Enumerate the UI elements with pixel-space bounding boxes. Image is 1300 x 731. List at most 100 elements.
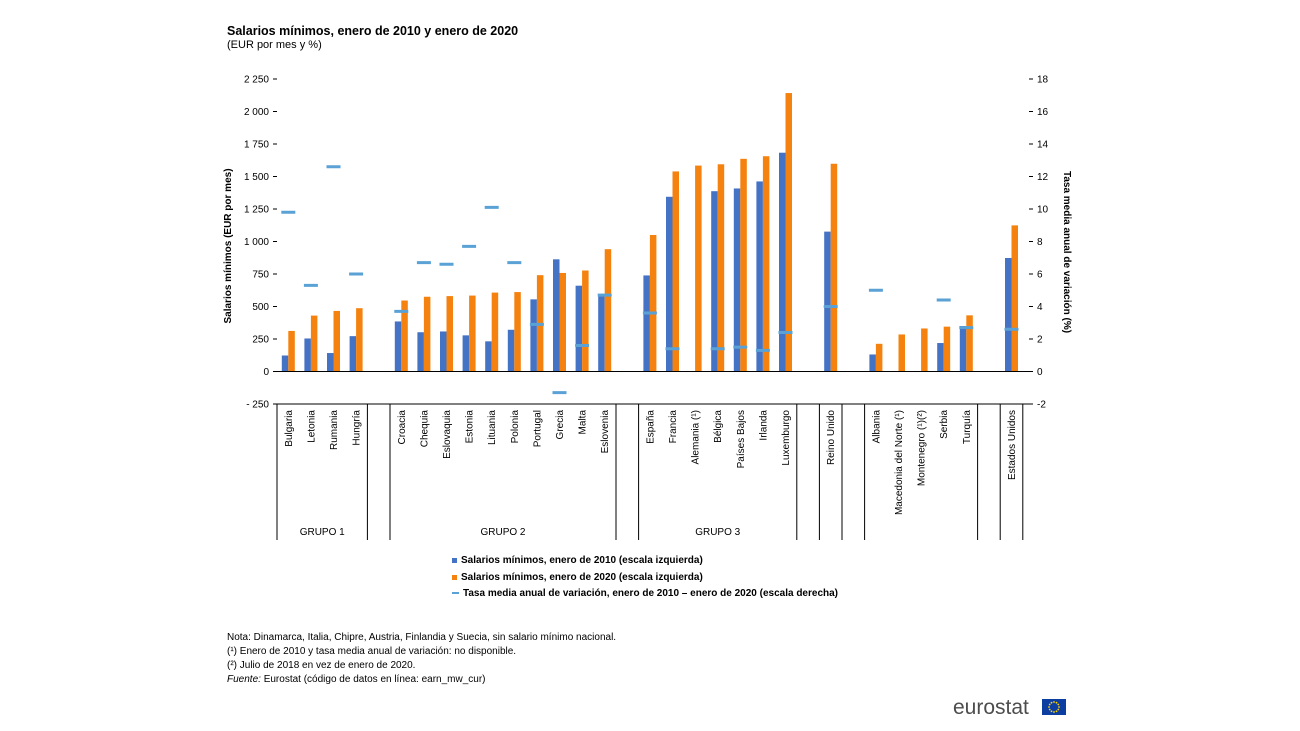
category-label: Turquía xyxy=(962,410,973,445)
bar-2020 xyxy=(649,235,657,372)
category-label: Polonia xyxy=(510,410,521,444)
eu-flag-icon xyxy=(1042,699,1066,715)
rate-marker xyxy=(575,344,590,347)
legend-swatch-rate xyxy=(452,592,459,595)
bar-2010 xyxy=(440,331,447,372)
rate-marker xyxy=(642,311,657,315)
y-tick-label: 500 xyxy=(252,302,269,313)
rate-marker xyxy=(462,244,477,248)
bar-2010 xyxy=(711,191,718,372)
bar-2020 xyxy=(762,156,770,372)
category-label: Croacia xyxy=(397,410,408,445)
rate-marker xyxy=(349,272,364,276)
category-label: Alemania (¹) xyxy=(691,410,702,464)
note-source: Fuente: Eurostat (código de datos en lín… xyxy=(227,674,486,685)
bar-2020 xyxy=(333,310,340,372)
bar-2010 xyxy=(575,285,583,372)
rate-marker xyxy=(1004,327,1019,331)
bar-2010 xyxy=(327,353,334,372)
category-label: Estados Unidos xyxy=(1007,410,1018,480)
bar-2020 xyxy=(695,165,702,372)
bar-2020 xyxy=(672,171,679,372)
bar-2020 xyxy=(875,343,883,372)
y-tick-label: 250 xyxy=(252,335,269,346)
bar-2020 xyxy=(943,326,951,372)
bar-2010 xyxy=(462,335,470,372)
y2-tick-label: 8 xyxy=(1037,237,1043,248)
y-tick-label: 1 250 xyxy=(244,205,269,216)
rate-marker xyxy=(439,262,454,266)
rate-marker xyxy=(484,205,499,209)
y2-axis-title: Tasa media anual de variación (%) xyxy=(1061,171,1072,333)
y2-tick-label: 4 xyxy=(1037,302,1043,313)
category-label: Macedonia del Norte (¹) xyxy=(894,410,905,515)
eurostat-logo: eurostat xyxy=(953,696,1029,719)
bar-2020 xyxy=(740,158,747,372)
bar-2020 xyxy=(446,296,453,372)
bar-2010 xyxy=(1005,258,1012,372)
bar-2020 xyxy=(401,300,408,372)
category-label: Portugal xyxy=(532,410,543,447)
y-tick-label: 750 xyxy=(252,270,269,281)
bar-2010 xyxy=(733,188,741,372)
note-line-3: (²) Julio de 2018 en vez de enero de 202… xyxy=(227,660,416,671)
category-label: Eslovenia xyxy=(600,410,611,454)
category-label: Hungría xyxy=(352,410,363,446)
rate-marker xyxy=(303,283,318,287)
bar-2020 xyxy=(491,292,499,372)
y2-tick-label: 10 xyxy=(1037,205,1049,216)
bar-2020 xyxy=(830,163,838,372)
note-line-1: Nota: Dinamarca, Italia, Chipre, Austria… xyxy=(227,632,617,643)
rate-marker xyxy=(507,261,522,265)
bar-2010 xyxy=(304,338,311,372)
bar-2020 xyxy=(423,296,431,372)
legend-item-2020: Salarios mínimos, enero de 2020 (escala … xyxy=(452,572,703,583)
bar-2010 xyxy=(598,293,605,372)
rate-marker xyxy=(281,210,296,214)
legend-swatch-2020 xyxy=(452,574,457,580)
bar-2010 xyxy=(394,321,402,372)
category-label: Bélgica xyxy=(713,410,724,443)
rate-marker xyxy=(778,331,793,334)
category-label: Montenegro (¹)(²) xyxy=(917,410,928,486)
bar-2020 xyxy=(717,164,725,372)
bar-2020 xyxy=(356,308,363,372)
bar-2020 xyxy=(966,315,973,372)
category-label: Letonia xyxy=(306,410,317,443)
bar-2010 xyxy=(485,341,492,372)
category-label: Irlanda xyxy=(758,410,769,441)
category-label: Rumania xyxy=(329,410,340,450)
bar-2010 xyxy=(530,299,537,372)
y2-tick-label: 16 xyxy=(1037,107,1049,118)
rate-marker xyxy=(597,293,612,297)
category-label: Bulgaria xyxy=(284,410,295,447)
rate-marker xyxy=(665,347,680,351)
y2-tick-label: 14 xyxy=(1037,140,1049,151)
category-label: Grecia xyxy=(555,410,566,440)
rate-marker xyxy=(552,391,567,395)
rate-marker xyxy=(733,345,748,349)
y2-tick-label: 0 xyxy=(1037,367,1043,378)
bar-2010 xyxy=(937,343,944,372)
y-tick-label: 1 750 xyxy=(244,140,269,151)
category-label: Serbia xyxy=(939,410,950,439)
category-label: Países Bajos xyxy=(736,410,747,468)
y-tick-label: 0 xyxy=(263,367,269,378)
y2-tick-label: -2 xyxy=(1037,400,1046,411)
group-label: GRUPO 2 xyxy=(480,527,525,538)
bar-2020 xyxy=(469,295,476,372)
bar-2010 xyxy=(779,152,786,372)
y2-tick-label: 2 xyxy=(1037,335,1043,346)
rate-marker xyxy=(394,309,409,313)
bar-2020 xyxy=(582,270,589,372)
legend-item-2010: Salarios mínimos, enero de 2010 (escala … xyxy=(452,555,703,566)
y2-tick-label: 12 xyxy=(1037,172,1049,183)
legend-label-2010: Salarios mínimos, enero de 2010 (escala … xyxy=(461,555,703,566)
bar-2020 xyxy=(288,330,295,372)
bar-2010 xyxy=(824,231,831,372)
y-tick-label: 2 000 xyxy=(244,107,269,118)
y-tick-label: 1 000 xyxy=(244,237,269,248)
bar-2010 xyxy=(553,259,560,372)
group-label: GRUPO 1 xyxy=(300,527,345,538)
legend-item-rate: Tasa media anual de variación, enero de … xyxy=(452,588,838,599)
